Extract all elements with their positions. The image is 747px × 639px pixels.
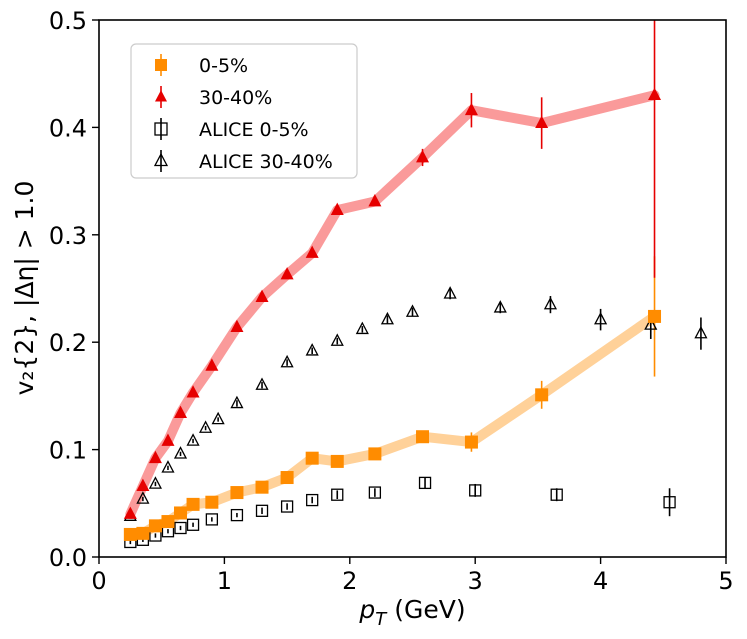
x-axis-label: pT (GeV) — [358, 595, 465, 630]
data-point — [550, 488, 563, 501]
y-axis-label-text: v₂{2}, |Δη| > 1.0 — [10, 181, 39, 396]
data-point — [280, 471, 294, 485]
data-point — [230, 508, 244, 522]
data-point — [123, 506, 137, 519]
x-tick-label: 1 — [217, 567, 232, 595]
data-point — [205, 513, 219, 526]
data-point — [136, 478, 150, 491]
data-point — [161, 515, 175, 529]
data-point — [174, 405, 188, 418]
y-tick-label: 0.3 — [49, 222, 87, 250]
data-point — [305, 343, 319, 356]
x-tick-label: 0 — [91, 567, 106, 595]
data-point — [205, 358, 219, 371]
data-point — [280, 267, 294, 280]
legend-label: 30-40% — [199, 87, 272, 109]
data-point — [211, 411, 225, 425]
data-point — [464, 435, 478, 449]
data-point — [148, 450, 162, 464]
data-point — [355, 321, 369, 335]
data-point — [280, 500, 294, 513]
legend: 0-5% 30-40% ALICE 0-5% ALICE 30-40% — [130, 43, 358, 179]
data-point — [230, 395, 244, 409]
data-point — [663, 496, 676, 509]
data-point — [155, 59, 167, 71]
x-tick-label: 3 — [468, 567, 483, 595]
data-point — [405, 304, 420, 317]
data-point — [416, 149, 430, 163]
data-point — [186, 518, 200, 531]
data-point — [136, 491, 150, 504]
data-point — [330, 202, 344, 215]
x-axis-label-text: pT (GeV) — [358, 595, 465, 630]
data-point — [255, 480, 269, 494]
data-point — [153, 152, 169, 167]
legend-box — [130, 43, 358, 179]
data-point — [306, 493, 319, 507]
data-point — [368, 447, 382, 461]
data-point — [644, 317, 658, 330]
data-point — [305, 451, 319, 465]
data-point — [186, 385, 200, 398]
data-markers — [123, 87, 708, 549]
data-point — [148, 519, 162, 533]
data-point — [173, 446, 188, 459]
data-point — [543, 296, 558, 310]
data-point — [205, 495, 219, 509]
data-point — [330, 333, 344, 346]
data-point — [161, 433, 175, 446]
data-point — [255, 377, 269, 390]
y-tick-label: 0.5 — [49, 7, 87, 35]
data-point — [161, 460, 175, 473]
y-tick-label: 0.0 — [49, 544, 87, 572]
data-point — [469, 484, 482, 497]
data-point — [230, 486, 244, 500]
legend-label: 0-5% — [199, 55, 248, 77]
y-tick-label: 0.4 — [49, 114, 87, 142]
data-point — [443, 286, 457, 299]
data-point — [418, 476, 432, 490]
data-point — [648, 309, 662, 323]
data-point — [368, 486, 382, 499]
x-tick-label: 4 — [593, 567, 608, 595]
data-point — [154, 122, 168, 136]
y-tick-label: 0.2 — [49, 329, 87, 357]
data-point — [535, 115, 549, 128]
y-axis-label: v₂{2}, |Δη| > 1.0 — [10, 181, 39, 396]
legend-label: ALICE 0-5% — [199, 119, 309, 141]
data-point — [186, 433, 200, 446]
data-point — [174, 506, 188, 520]
data-point — [123, 527, 137, 541]
y-tick-label: 0.1 — [49, 437, 87, 465]
data-point — [255, 289, 269, 302]
legend-label: ALICE 30-40% — [199, 151, 333, 173]
x-tick-label: 2 — [342, 567, 357, 595]
data-point — [416, 430, 430, 444]
x-axis-ticks: 0 1 2 3 4 5 — [91, 557, 734, 595]
data-point — [694, 325, 708, 339]
data-point — [331, 488, 344, 501]
data-point — [280, 354, 294, 368]
y-axis-ticks: 0.0 0.1 0.2 0.3 0.4 0.5 — [49, 7, 99, 572]
plot-frame — [98, 19, 727, 558]
data-point — [330, 454, 344, 468]
data-point — [368, 194, 382, 207]
data-point — [648, 87, 662, 101]
data-point — [535, 388, 549, 402]
data-point — [148, 476, 163, 489]
data-point — [380, 311, 394, 325]
data-point — [594, 311, 608, 325]
x-tick-label: 5 — [718, 567, 733, 595]
data-point — [464, 102, 478, 116]
data-point — [493, 300, 507, 313]
data-point — [174, 521, 187, 535]
data-point — [255, 504, 269, 517]
data-point — [155, 90, 167, 102]
data-point — [199, 420, 213, 433]
data-point — [136, 526, 150, 540]
data-point — [305, 245, 319, 258]
data-point — [230, 319, 244, 333]
data-point — [186, 497, 200, 511]
